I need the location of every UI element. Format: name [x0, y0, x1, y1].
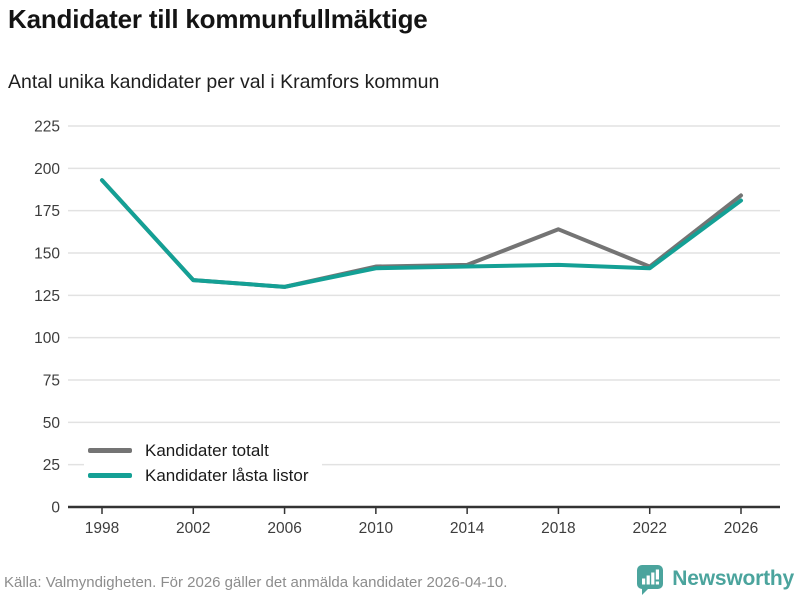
svg-text:2022: 2022	[632, 520, 666, 537]
svg-text:2010: 2010	[359, 520, 394, 537]
svg-text:25: 25	[43, 457, 60, 474]
svg-text:200: 200	[34, 161, 60, 178]
newsworthy-logo[interactable]: Newsworthy	[635, 562, 794, 596]
svg-text:1998: 1998	[85, 520, 119, 537]
svg-text:50: 50	[43, 415, 61, 432]
newsworthy-wordmark: Newsworthy	[672, 567, 794, 590]
svg-text:225: 225	[34, 119, 60, 136]
svg-text:2014: 2014	[450, 520, 485, 537]
svg-text:2002: 2002	[176, 520, 210, 537]
legend-item-locked: Kandidater låsta listor	[88, 463, 308, 488]
svg-text:2026: 2026	[724, 520, 758, 537]
svg-text:0: 0	[51, 500, 60, 517]
legend-label-total: Kandidater totalt	[145, 440, 269, 460]
svg-text:175: 175	[34, 203, 60, 220]
svg-text:100: 100	[34, 330, 60, 347]
chart-legend: Kandidater totalt Kandidater låsta listo…	[84, 436, 323, 490]
source-note: Källa: Valmyndigheten. För 2026 gäller d…	[4, 574, 508, 591]
svg-text:2006: 2006	[267, 520, 301, 537]
legend-swatch-total-line	[88, 448, 132, 453]
svg-text:2018: 2018	[541, 520, 575, 537]
legend-label-locked: Kandidater låsta listor	[145, 465, 309, 485]
newsworthy-bubble-icon	[637, 565, 664, 595]
legend-swatch-locked-line	[88, 473, 132, 478]
page-subtitle: Antal unika kandidater per val i Kramfor…	[8, 71, 440, 93]
svg-text:150: 150	[34, 246, 60, 263]
svg-text:125: 125	[34, 288, 60, 305]
legend-item-total: Kandidater totalt	[88, 438, 308, 463]
svg-text:75: 75	[43, 373, 60, 390]
page-title: Kandidater till kommunfullmäktige	[8, 4, 428, 34]
